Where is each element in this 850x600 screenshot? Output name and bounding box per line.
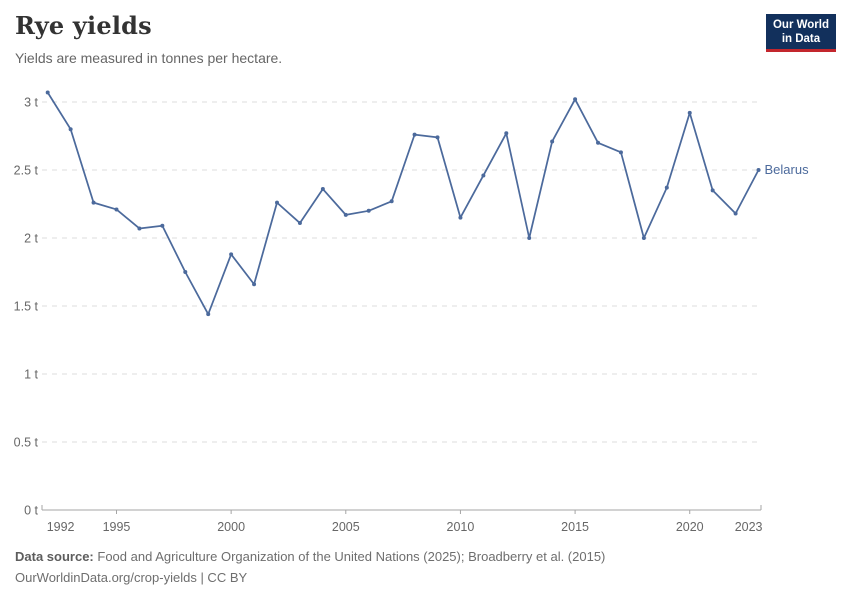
svg-text:1992: 1992 — [47, 520, 75, 534]
svg-text:2023: 2023 — [735, 520, 763, 534]
svg-text:1.5 t: 1.5 t — [14, 300, 39, 314]
citation[interactable]: OurWorldinData.org/crop-yields | CC BY — [15, 570, 248, 585]
svg-text:2020: 2020 — [676, 520, 704, 534]
chart-subtitle: Yields are measured in tonnes per hectar… — [15, 50, 283, 66]
owid-logo-line1: Our World — [772, 19, 829, 31]
data-source-text: Food and Agriculture Organization of the… — [97, 549, 606, 564]
svg-text:0 t: 0 t — [24, 504, 38, 518]
svg-text:2.5 t: 2.5 t — [14, 164, 39, 178]
data-source-line: Data source: Food and Agriculture Organi… — [15, 546, 835, 567]
data-source-label: Data source: — [15, 549, 94, 564]
svg-text:3 t: 3 t — [24, 96, 38, 110]
svg-text:2005: 2005 — [332, 520, 360, 534]
page-title: Rye yields — [15, 11, 152, 40]
svg-text:1995: 1995 — [103, 520, 131, 534]
series-label-belarus[interactable]: Belarus — [764, 162, 809, 177]
svg-text:2 t: 2 t — [24, 232, 38, 246]
chart-footer: Data source: Food and Agriculture Organi… — [15, 546, 835, 588]
owid-logo[interactable]: Our World in Data — [765, 14, 836, 52]
svg-text:2015: 2015 — [561, 520, 589, 534]
svg-text:2010: 2010 — [447, 520, 475, 534]
svg-text:0.5 t: 0.5 t — [14, 436, 39, 450]
svg-text:1 t: 1 t — [24, 368, 38, 382]
svg-text:2000: 2000 — [217, 520, 245, 534]
owid-logo-line2: in Data — [781, 33, 821, 45]
